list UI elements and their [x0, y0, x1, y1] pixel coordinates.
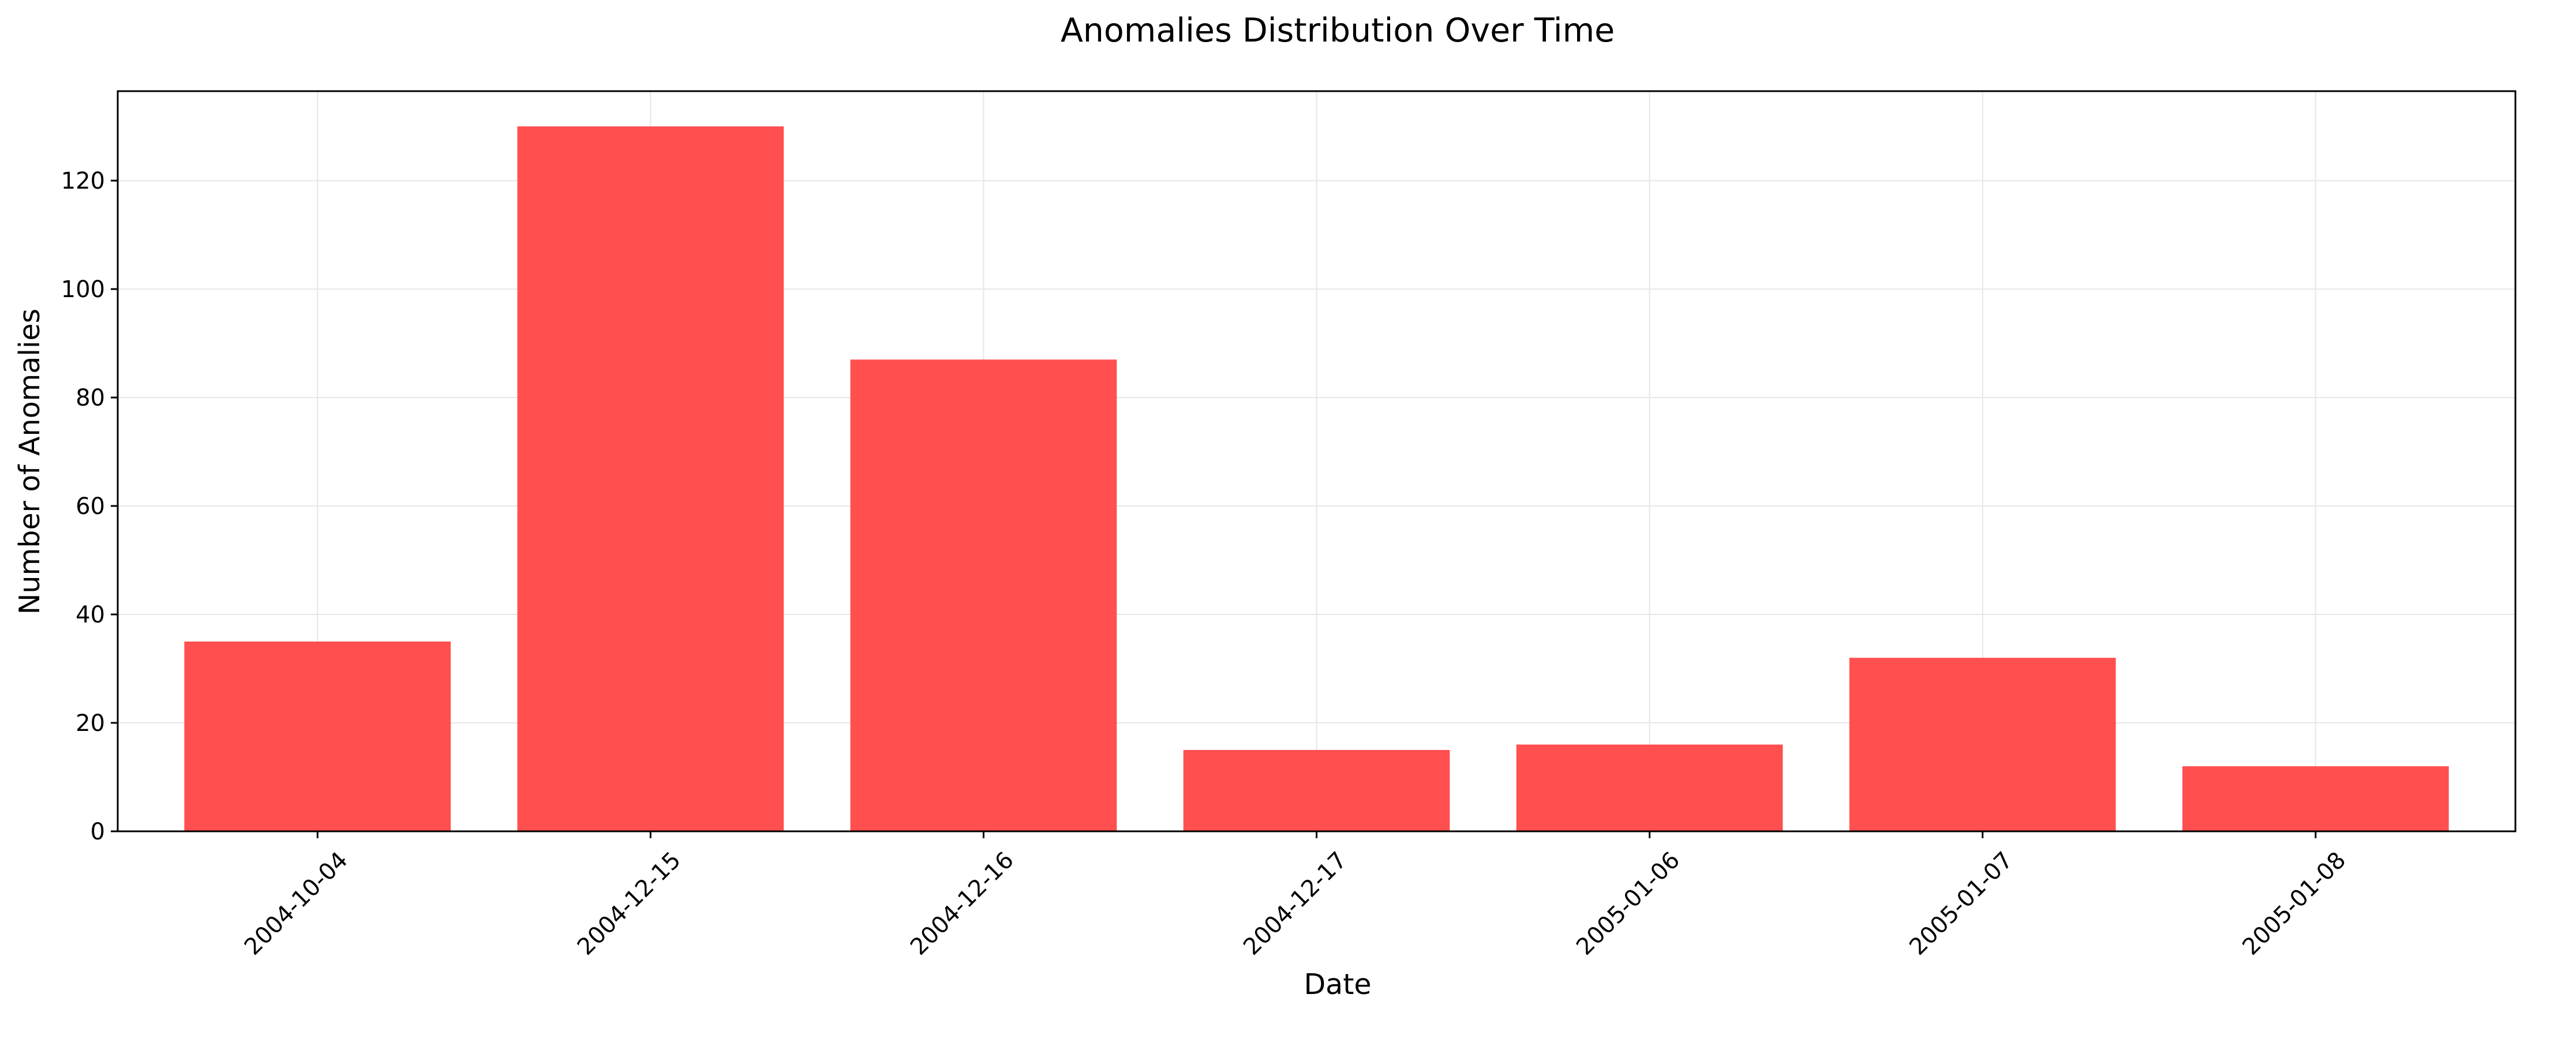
- bar-2005-01-07: [1849, 658, 2116, 831]
- bar-2004-10-04: [184, 642, 451, 831]
- x-tick-label: 2004-12-15: [572, 847, 686, 961]
- x-tick-label: 2005-01-06: [1571, 847, 1685, 961]
- y-axis-label: Number of Anomalies: [13, 309, 46, 614]
- bar-2005-01-06: [1516, 744, 1783, 831]
- bars-layer: [184, 126, 2449, 832]
- x-tick-label: 2004-12-16: [905, 847, 1019, 961]
- bar-2004-12-16: [850, 359, 1117, 831]
- y-tick-label: 100: [61, 276, 105, 303]
- y-tick-label: 0: [91, 819, 105, 845]
- bar-2005-01-08: [2182, 766, 2449, 831]
- y-tick-label: 20: [76, 710, 105, 737]
- x-tick-label: 2004-10-04: [239, 847, 353, 961]
- y-tick-label: 80: [76, 385, 105, 411]
- x-tick-label: 2005-01-07: [1904, 847, 2018, 961]
- bar-2004-12-15: [517, 126, 784, 832]
- y-tick-label: 40: [76, 602, 105, 628]
- x-axis-label: Date: [1304, 968, 1371, 1001]
- y-tick-label: 120: [61, 168, 105, 194]
- grid-layer: [118, 91, 2515, 832]
- x-tick-label: 2004-12-17: [1238, 847, 1352, 961]
- y-tick-label: 60: [76, 493, 105, 520]
- y-axis-ticks: 0 20 40 60 80 100 120: [61, 168, 118, 845]
- x-axis-ticks: 2004-10-04 2004-12-15 2004-12-16 2004-12-17…: [239, 831, 2351, 961]
- x-tick-label: 2005-01-08: [2237, 847, 2351, 961]
- bar-2004-12-17: [1183, 750, 1450, 831]
- chart-title: Anomalies Distribution Over Time: [1061, 12, 1615, 50]
